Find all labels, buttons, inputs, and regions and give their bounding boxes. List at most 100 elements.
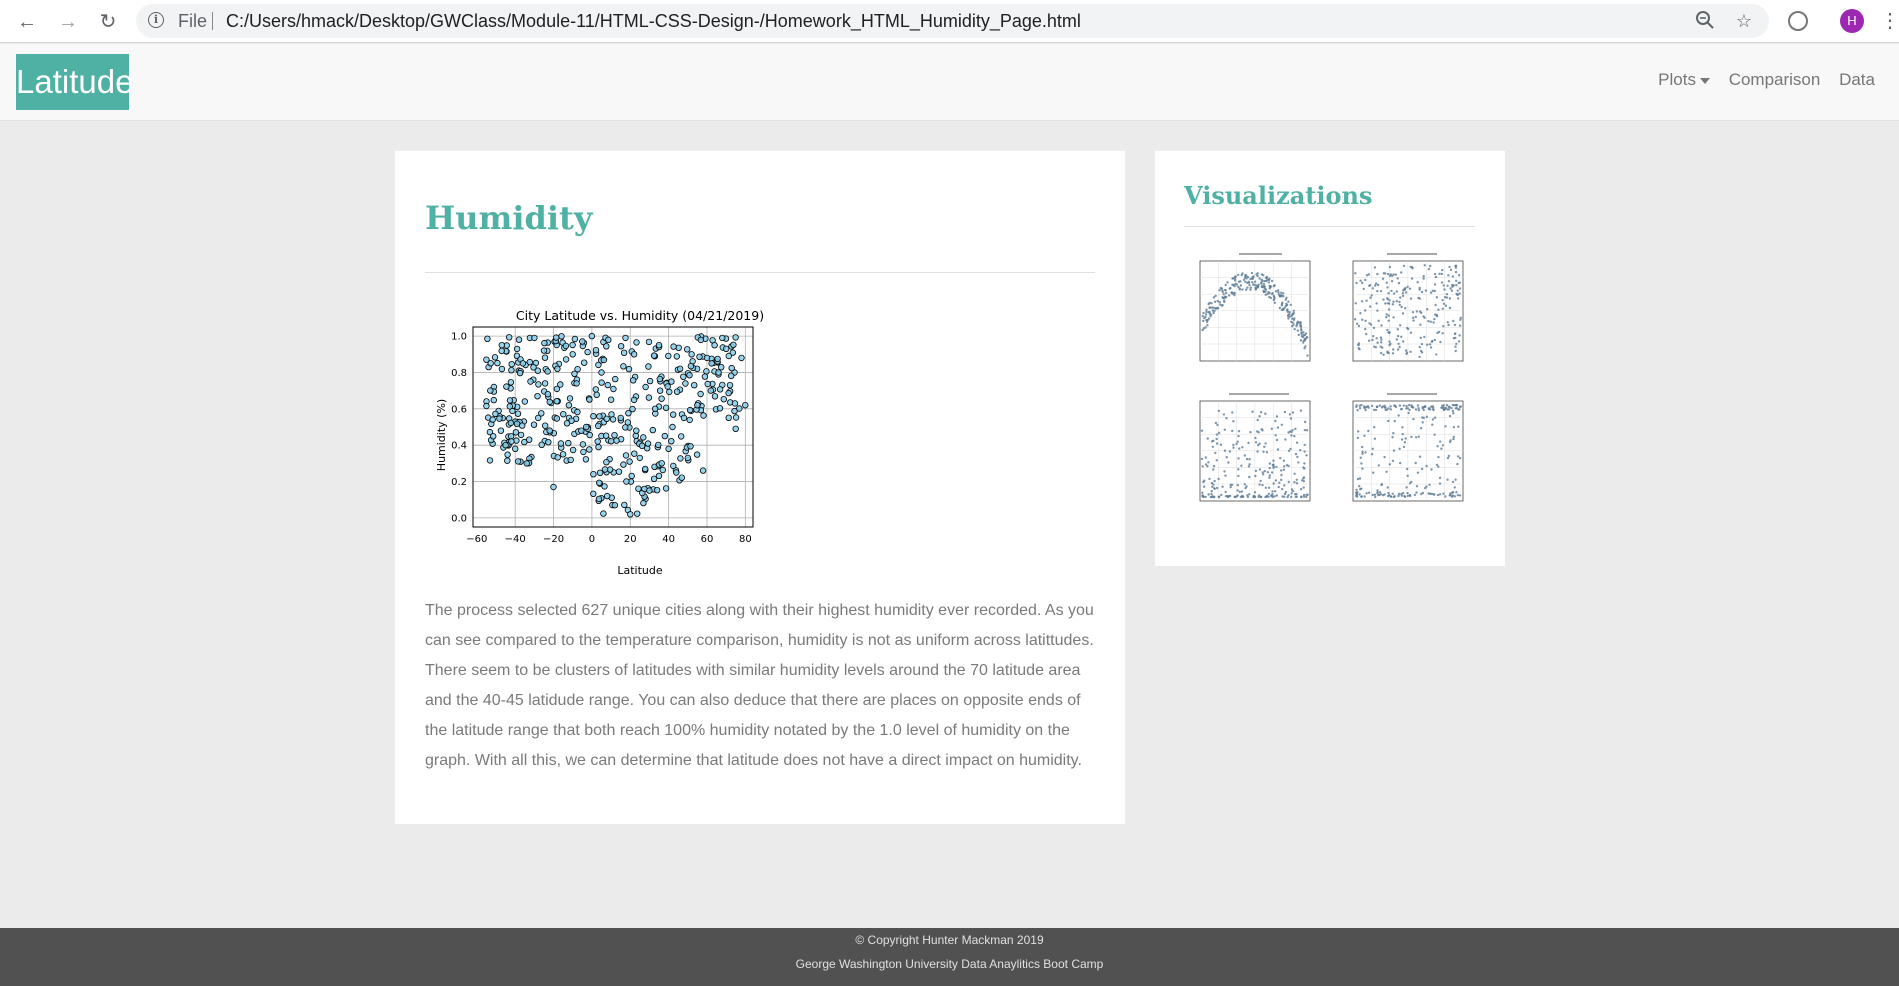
scatter-point [530, 421, 538, 428]
scatter-point [645, 338, 653, 346]
x-tick-label: −60 [466, 534, 487, 545]
nav-comparison-link[interactable]: Comparison [1728, 70, 1821, 89]
scatter-point [593, 391, 600, 398]
scatter-point [670, 343, 677, 350]
scatter-point [615, 468, 623, 475]
zoom-icon[interactable] [1694, 10, 1716, 32]
scatter-point [716, 405, 724, 412]
scatter-point [594, 422, 602, 430]
scatter-point [645, 394, 653, 401]
scatter-point [656, 375, 663, 383]
scatter-point [673, 388, 681, 395]
scatter-point [514, 410, 522, 417]
scatter-point [686, 371, 693, 379]
address-bar[interactable]: i File C:/Users/hmack/Desktop/GWClass/Mo… [136, 4, 1769, 38]
scatter-point [699, 467, 707, 474]
scatter-point [607, 396, 615, 403]
forward-arrow-icon[interactable]: → [58, 11, 78, 33]
scatter-point [553, 415, 561, 422]
nav-data-link[interactable]: Data [1839, 70, 1875, 89]
x-tick-label: 80 [739, 534, 752, 545]
visualizations-panel: Visualizations [1155, 151, 1505, 566]
nav-links: Plots Comparison Data [1644, 70, 1875, 90]
scatter-point [487, 387, 494, 394]
scatter-point [636, 454, 643, 462]
scatter-point [571, 370, 578, 377]
scatter-points [483, 332, 749, 518]
scatter-point [687, 443, 694, 450]
scatter-point [579, 338, 586, 345]
scatter-point [526, 358, 533, 366]
brand-logo[interactable]: Latitude [16, 54, 133, 110]
scatter-point [664, 383, 671, 390]
scatter-point [623, 478, 630, 485]
scatter-point [645, 363, 652, 370]
page-footer: © Copyright Hunter Mackman 2019 George W… [0, 928, 1899, 986]
footer-copyright: © Copyright Hunter Mackman 2019 [855, 933, 1044, 947]
extension-icon[interactable] [1788, 11, 1808, 31]
thumbnail-humidity-plot[interactable] [1337, 249, 1477, 381]
info-icon[interactable]: i [148, 12, 164, 28]
scatter-point [562, 356, 570, 363]
nav-plots-dropdown[interactable]: Plots [1658, 70, 1710, 89]
scatter-point [611, 501, 619, 509]
scatter-point [738, 354, 745, 362]
thumbnail-cloudiness-plot[interactable] [1337, 389, 1477, 521]
scatter-point [487, 360, 494, 367]
scatter-point [661, 432, 668, 440]
scatter-point [666, 388, 673, 396]
scatter-point [723, 345, 730, 352]
back-arrow-icon[interactable]: ← [17, 11, 37, 33]
scatter-point [605, 336, 612, 343]
scatter-point [541, 339, 548, 347]
scatter-point [700, 412, 707, 419]
scatter-point [497, 427, 505, 434]
y-tick-label: 0.4 [451, 441, 467, 452]
scatter-point [592, 347, 600, 354]
thumbnail-wind-speed-plot[interactable] [1184, 389, 1324, 521]
scatter-point [725, 352, 732, 360]
url-text[interactable]: C:/Users/hmack/Desktop/GWClass/Module-11… [226, 11, 1081, 31]
scatter-point [553, 397, 560, 405]
scatter-point [742, 401, 749, 409]
scatter-point [586, 446, 593, 453]
scatter-point [621, 501, 628, 509]
thumbnail-temperature-plot[interactable] [1184, 249, 1324, 381]
scatter-point [595, 495, 603, 503]
scatter-point [550, 483, 557, 491]
scatter-point [582, 423, 590, 431]
scatter-point [714, 355, 721, 363]
scatter-point [625, 365, 633, 373]
scatter-point [508, 361, 515, 368]
scatter-point [665, 352, 672, 360]
more-menu-icon[interactable]: ⋮ [1880, 10, 1899, 32]
scatter-point [707, 387, 714, 394]
scatter-point [604, 381, 611, 389]
scatter-point [592, 386, 599, 393]
tick-labels: −60 −40 −20 0 20 40 60 80 0.0 0.2 0.4 0.6 0.8 1.0 [451, 332, 752, 545]
scatter-point [693, 451, 701, 458]
browser-toolbar: ← → ↻ i File C:/Users/hmack/Desktop/GWCl… [0, 0, 1899, 43]
y-tick-label: 0.0 [451, 513, 467, 524]
scatter-point [530, 364, 537, 371]
scatter-point [626, 458, 633, 465]
reload-icon[interactable]: ↻ [99, 11, 117, 33]
scatter-point [541, 422, 549, 429]
scatter-point [507, 379, 515, 386]
scatter-point [508, 366, 515, 374]
scatter-point [633, 427, 640, 434]
scatter-point [711, 393, 719, 400]
scatter-point [650, 475, 658, 482]
scatter-point [601, 466, 609, 473]
footer-bootcamp: George Washington University Data Anayli… [795, 957, 1104, 971]
scatter-point [554, 365, 561, 373]
scatter-point [677, 455, 684, 462]
bookmark-star-icon[interactable]: ☆ [1735, 11, 1753, 31]
scatter-point [691, 381, 698, 389]
scatter-point [571, 335, 579, 343]
scatter-point [658, 395, 665, 402]
scatter-point [736, 405, 743, 412]
profile-avatar[interactable]: H [1840, 9, 1864, 33]
scatter-point [486, 457, 494, 464]
scatter-point [629, 377, 637, 384]
